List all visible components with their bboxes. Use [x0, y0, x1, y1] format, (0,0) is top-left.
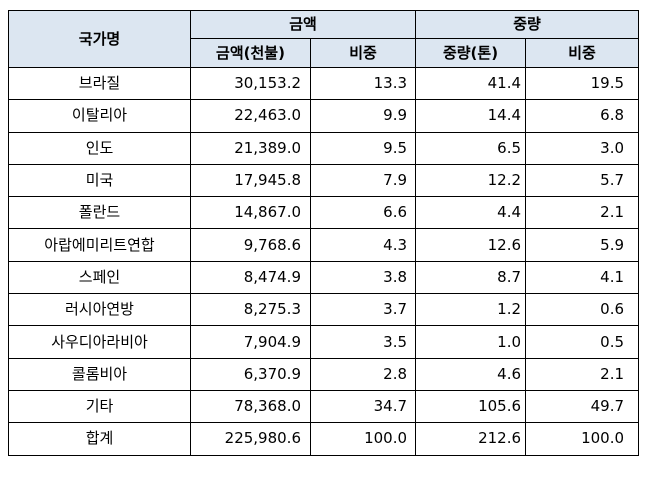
cell-amount: 17,945.8: [190, 163, 311, 198]
cell-weight-share: 0.5: [525, 325, 640, 359]
table-header: 국가명 금액 중량 금액(천불) 비중 중량(톤) 비중: [8, 10, 640, 68]
cell-amount: 21,389.0: [190, 131, 311, 165]
header-row-columns: 금액(천불) 비중 중량(톤) 비중: [9, 38, 640, 68]
export-table-container: 국가명 금액 중량 금액(천불) 비중 중량(톤) 비중 브라질 30,153.2…: [8, 10, 640, 456]
table-row: 콜롬비아 6,370.9 2.8 4.6 2.1: [8, 357, 640, 391]
cell-country: 합계: [8, 422, 191, 456]
header-amount-share: 비중: [309, 38, 417, 68]
export-by-country-table: 국가명 금액 중량 금액(천불) 비중 중량(톤) 비중 브라질 30,153.2…: [8, 10, 640, 456]
cell-weight-share: 2.1: [525, 357, 640, 391]
cell-amount-share: 2.8: [309, 357, 417, 391]
cell-weight: 1.2: [415, 293, 527, 327]
cell-amount: 78,368.0: [190, 389, 311, 424]
header-amount: 금액(천불): [190, 38, 311, 68]
cell-amount: 6,370.9: [190, 357, 311, 391]
cell-weight-share: 100.0: [525, 422, 640, 456]
cell-weight: 12.6: [415, 228, 527, 262]
cell-country: 사우디아라비아: [8, 325, 191, 359]
cell-weight-share: 6.8: [525, 99, 640, 133]
cell-country: 미국: [8, 163, 191, 198]
cell-country: 러시아연방: [8, 293, 191, 327]
cell-amount-share: 100.0: [309, 422, 417, 456]
cell-country: 인도: [8, 131, 191, 165]
cell-weight-share: 5.7: [525, 163, 640, 198]
cell-weight-share: 3.0: [525, 131, 640, 165]
cell-amount-share: 7.9: [309, 163, 417, 198]
cell-amount-share: 3.5: [309, 325, 417, 359]
cell-amount: 30,153.2: [190, 66, 311, 101]
cell-country: 아랍에미리트연합: [8, 228, 191, 262]
cell-weight: 8.7: [415, 260, 527, 295]
header-weight-group: 중량: [415, 10, 640, 39]
cell-weight-share: 19.5: [525, 66, 640, 101]
table-row: 기타 78,368.0 34.7 105.6 49.7: [8, 389, 640, 424]
cell-weight: 212.6: [415, 422, 527, 456]
header-amount-group: 금액: [189, 10, 417, 39]
cell-amount-share: 4.3: [309, 228, 417, 262]
cell-weight: 12.2: [415, 163, 527, 198]
table-row: 인도 21,389.0 9.5 6.5 3.0: [8, 131, 640, 165]
cell-amount-share: 6.6: [309, 196, 417, 230]
cell-amount: 8,474.9: [190, 260, 311, 295]
cell-amount: 9,768.6: [190, 228, 311, 262]
cell-weight: 14.4: [415, 99, 527, 133]
table-row: 폴란드 14,867.0 6.6 4.4 2.1: [8, 196, 640, 230]
cell-weight-share: 2.1: [525, 196, 640, 230]
cell-weight: 6.5: [415, 131, 527, 165]
cell-country: 폴란드: [8, 196, 191, 230]
cell-amount-share: 13.3: [309, 66, 417, 101]
table-row: 사우디아라비아 7,904.9 3.5 1.0 0.5: [8, 325, 640, 359]
table-row: 아랍에미리트연합 9,768.6 4.3 12.6 5.9: [8, 228, 640, 262]
header-row-group: 국가명 금액 중량: [8, 10, 640, 68]
table-row: 합계 225,980.6 100.0 212.6 100.0: [8, 422, 640, 456]
table-row: 이탈리아 22,463.0 9.9 14.4 6.8: [8, 99, 640, 133]
cell-country: 이탈리아: [8, 99, 191, 133]
header-weight-share: 비중: [525, 38, 640, 68]
table-body: 브라질 30,153.2 13.3 41.4 19.5 이탈리아 22,463.0 9.9 14…: [8, 66, 640, 456]
cell-amount-share: 34.7: [309, 389, 417, 424]
cell-weight-share: 49.7: [525, 389, 640, 424]
cell-amount-share: 3.8: [309, 260, 417, 295]
cell-amount-share: 9.9: [309, 99, 417, 133]
cell-amount: 22,463.0: [190, 99, 311, 133]
cell-amount: 7,904.9: [190, 325, 311, 359]
cell-country: 스페인: [8, 260, 191, 295]
cell-amount: 8,275.3: [190, 293, 311, 327]
cell-weight-share: 5.9: [525, 228, 640, 262]
table-row: 러시아연방 8,275.3 3.7 1.2 0.6: [8, 293, 640, 327]
cell-weight: 4.4: [415, 196, 527, 230]
cell-amount: 14,867.0: [190, 196, 311, 230]
table-row: 미국 17,945.8 7.9 12.2 5.7: [8, 163, 640, 198]
cell-country: 콜롬비아: [8, 357, 191, 391]
cell-amount: 225,980.6: [190, 422, 311, 456]
cell-weight-share: 4.1: [525, 260, 640, 295]
header-country: 국가명: [8, 10, 191, 68]
cell-amount-share: 9.5: [309, 131, 417, 165]
cell-weight: 1.0: [415, 325, 527, 359]
cell-weight: 41.4: [415, 66, 527, 101]
table-row: 브라질 30,153.2 13.3 41.4 19.5: [8, 66, 640, 101]
cell-weight: 105.6: [415, 389, 527, 424]
cell-country: 브라질: [8, 66, 191, 101]
cell-weight: 4.6: [415, 357, 527, 391]
table-row: 스페인 8,474.9 3.8 8.7 4.1: [8, 260, 640, 295]
header-weight: 중량(톤): [415, 38, 527, 68]
cell-country: 기타: [8, 389, 191, 424]
cell-amount-share: 3.7: [309, 293, 417, 327]
cell-weight-share: 0.6: [525, 293, 640, 327]
